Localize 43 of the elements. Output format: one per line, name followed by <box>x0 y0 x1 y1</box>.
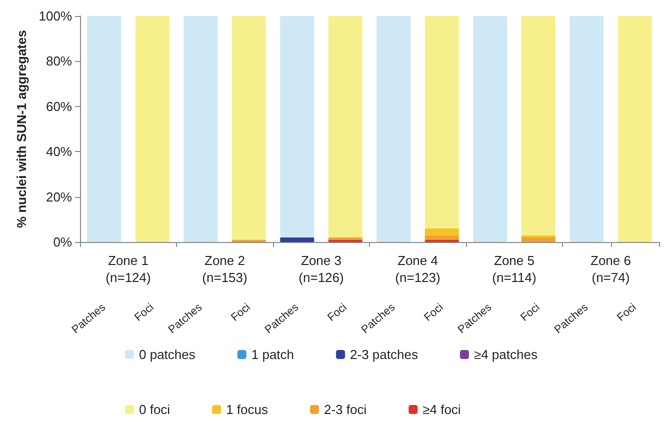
x-tick-label: Foci <box>229 301 253 324</box>
legend-label: ≥4 patches <box>474 347 538 362</box>
legend-label: 0 foci <box>139 402 170 417</box>
y-tick-label: 20% <box>46 189 72 204</box>
bar <box>424 228 459 236</box>
text: Zone 2 (n=153) <box>202 253 248 285</box>
legend-label: 1 patch <box>251 347 294 362</box>
legend-label: ≥4 foci <box>422 402 461 417</box>
legend-label: 2-3 patches <box>350 347 418 362</box>
bar <box>87 16 122 242</box>
bar <box>280 237 314 242</box>
y-tick-label: 60% <box>46 98 72 114</box>
bar <box>232 16 266 240</box>
bar <box>618 16 652 242</box>
text: Zone 4 (n=123) <box>395 253 440 285</box>
y-tick-label: 40% <box>46 144 72 160</box>
bar <box>328 16 362 238</box>
bar <box>424 16 459 228</box>
x-tick-label: Foci <box>518 301 542 324</box>
bar <box>521 237 556 242</box>
text: Zone 6 (n=74) <box>590 253 631 285</box>
bar <box>184 16 218 242</box>
legend-label: 0 patches <box>139 347 196 362</box>
legend-label: 2-3 foci <box>324 402 367 417</box>
bar <box>521 16 556 236</box>
x-tick-label: Foci <box>422 301 446 324</box>
text: Zone 5 (n=114) <box>492 253 536 285</box>
bar <box>473 16 508 242</box>
bar <box>135 16 170 242</box>
x-tick-label: Foci <box>326 301 350 324</box>
y-tick-label: 100% <box>38 8 72 24</box>
text: Zone 3 (n=126) <box>298 253 344 285</box>
legend-label: 1 focus <box>226 402 268 417</box>
y-tick-label: 0% <box>53 234 72 250</box>
y-tick-label: 80% <box>46 54 72 69</box>
bar <box>280 16 314 238</box>
x-tick-label: Foci <box>615 301 639 324</box>
y-axis-title: % nuclei with SUN-1 aggregates <box>14 30 29 228</box>
bar <box>424 235 459 240</box>
text: Zone 1 (n=124) <box>106 253 151 285</box>
bar <box>376 16 411 242</box>
x-tick-label: Foci <box>132 301 156 324</box>
bar <box>570 16 604 242</box>
